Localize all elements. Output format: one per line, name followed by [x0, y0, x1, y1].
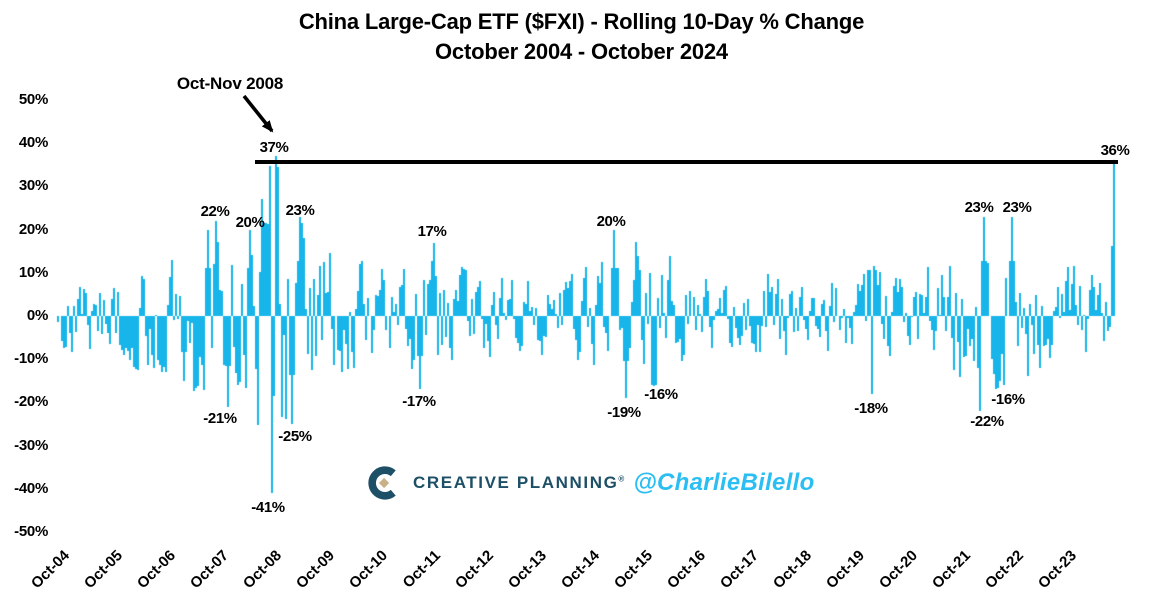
y-tick-label: 30%: [18, 177, 48, 195]
y-tick-label: -50%: [14, 523, 48, 540]
x-tick-label: Oct-04: [27, 547, 73, 593]
creative-planning-wordmark: CREATIVE PLANNING®: [413, 473, 625, 492]
y-tick-label: -40%: [14, 479, 48, 497]
x-tick-label: Oct-06: [133, 547, 179, 593]
y-tick-label: -20%: [14, 393, 48, 411]
chart-title: China Large-Cap ETF ($FXI) - Rolling 10-…: [298, 9, 865, 34]
data-point-label: 22%: [200, 203, 230, 220]
x-tick-label: Oct-12: [451, 547, 497, 593]
x-tick-label: Oct-09: [292, 547, 338, 593]
x-tick-label: Oct-15: [610, 547, 656, 593]
branding: CREATIVE PLANNING® @CharlieBilello: [366, 464, 815, 502]
x-tick-label: Oct-21: [928, 547, 974, 593]
x-tick-label: Oct-11: [399, 547, 444, 592]
x-tick-label: Oct-08: [239, 547, 285, 593]
x-tick-label: Oct-10: [345, 547, 391, 593]
x-tick-label: Oct-18: [769, 547, 815, 593]
x-tick-label: Oct-20: [875, 547, 921, 593]
x-tick-label: Oct-05: [80, 547, 126, 593]
x-tick-label: Oct-13: [504, 547, 550, 593]
bar-series-canvas: [55, 95, 1120, 540]
annotation-label: Oct-Nov 2008: [176, 74, 284, 93]
y-tick-label: 20%: [18, 220, 48, 238]
data-point-label: 20%: [596, 213, 626, 230]
data-point-label: -21%: [203, 410, 237, 427]
data-point-label: 23%: [1002, 199, 1032, 216]
x-tick-label: Oct-17: [716, 547, 762, 593]
y-tick-label: -10%: [14, 350, 48, 368]
y-tick-label: -30%: [14, 436, 48, 454]
data-point-label: 37%: [259, 139, 289, 156]
y-tick-label: 10%: [18, 263, 48, 281]
data-point-label: 23%: [964, 199, 994, 216]
data-point-label: 23%: [285, 202, 315, 219]
x-tick-label: Oct-23: [1034, 547, 1080, 593]
data-point-label: -17%: [402, 393, 436, 410]
data-point-label: -18%: [854, 400, 888, 417]
data-point-label: 20%: [235, 214, 265, 231]
data-point-label: -25%: [278, 428, 312, 445]
y-tick-label: 40%: [18, 134, 48, 152]
creative-planning-logo-icon: [368, 466, 396, 500]
registered-mark: ®: [618, 474, 625, 484]
chart-subtitle: October 2004 - October 2024: [435, 39, 728, 64]
data-point-label: -16%: [644, 386, 678, 403]
x-tick-label: Oct-16: [663, 547, 709, 593]
data-point-label: -41%: [251, 499, 285, 516]
x-tick-label: Oct-19: [822, 547, 868, 593]
reference-line: [255, 160, 1118, 164]
data-point-label: -22%: [970, 413, 1004, 430]
y-tick-label: 50%: [18, 91, 48, 108]
data-point-label: 17%: [417, 223, 447, 240]
data-point-label: -19%: [607, 404, 641, 421]
y-tick-label: 0%: [26, 307, 48, 324]
data-point-label: 36%: [1100, 142, 1130, 159]
x-tick-label: Oct-07: [186, 547, 232, 593]
data-point-label: -16%: [991, 391, 1025, 408]
x-tick-label: Oct-14: [557, 547, 603, 593]
x-tick-label: Oct-22: [981, 547, 1027, 593]
charlie-bilello-handle: @CharlieBilello: [633, 469, 815, 496]
